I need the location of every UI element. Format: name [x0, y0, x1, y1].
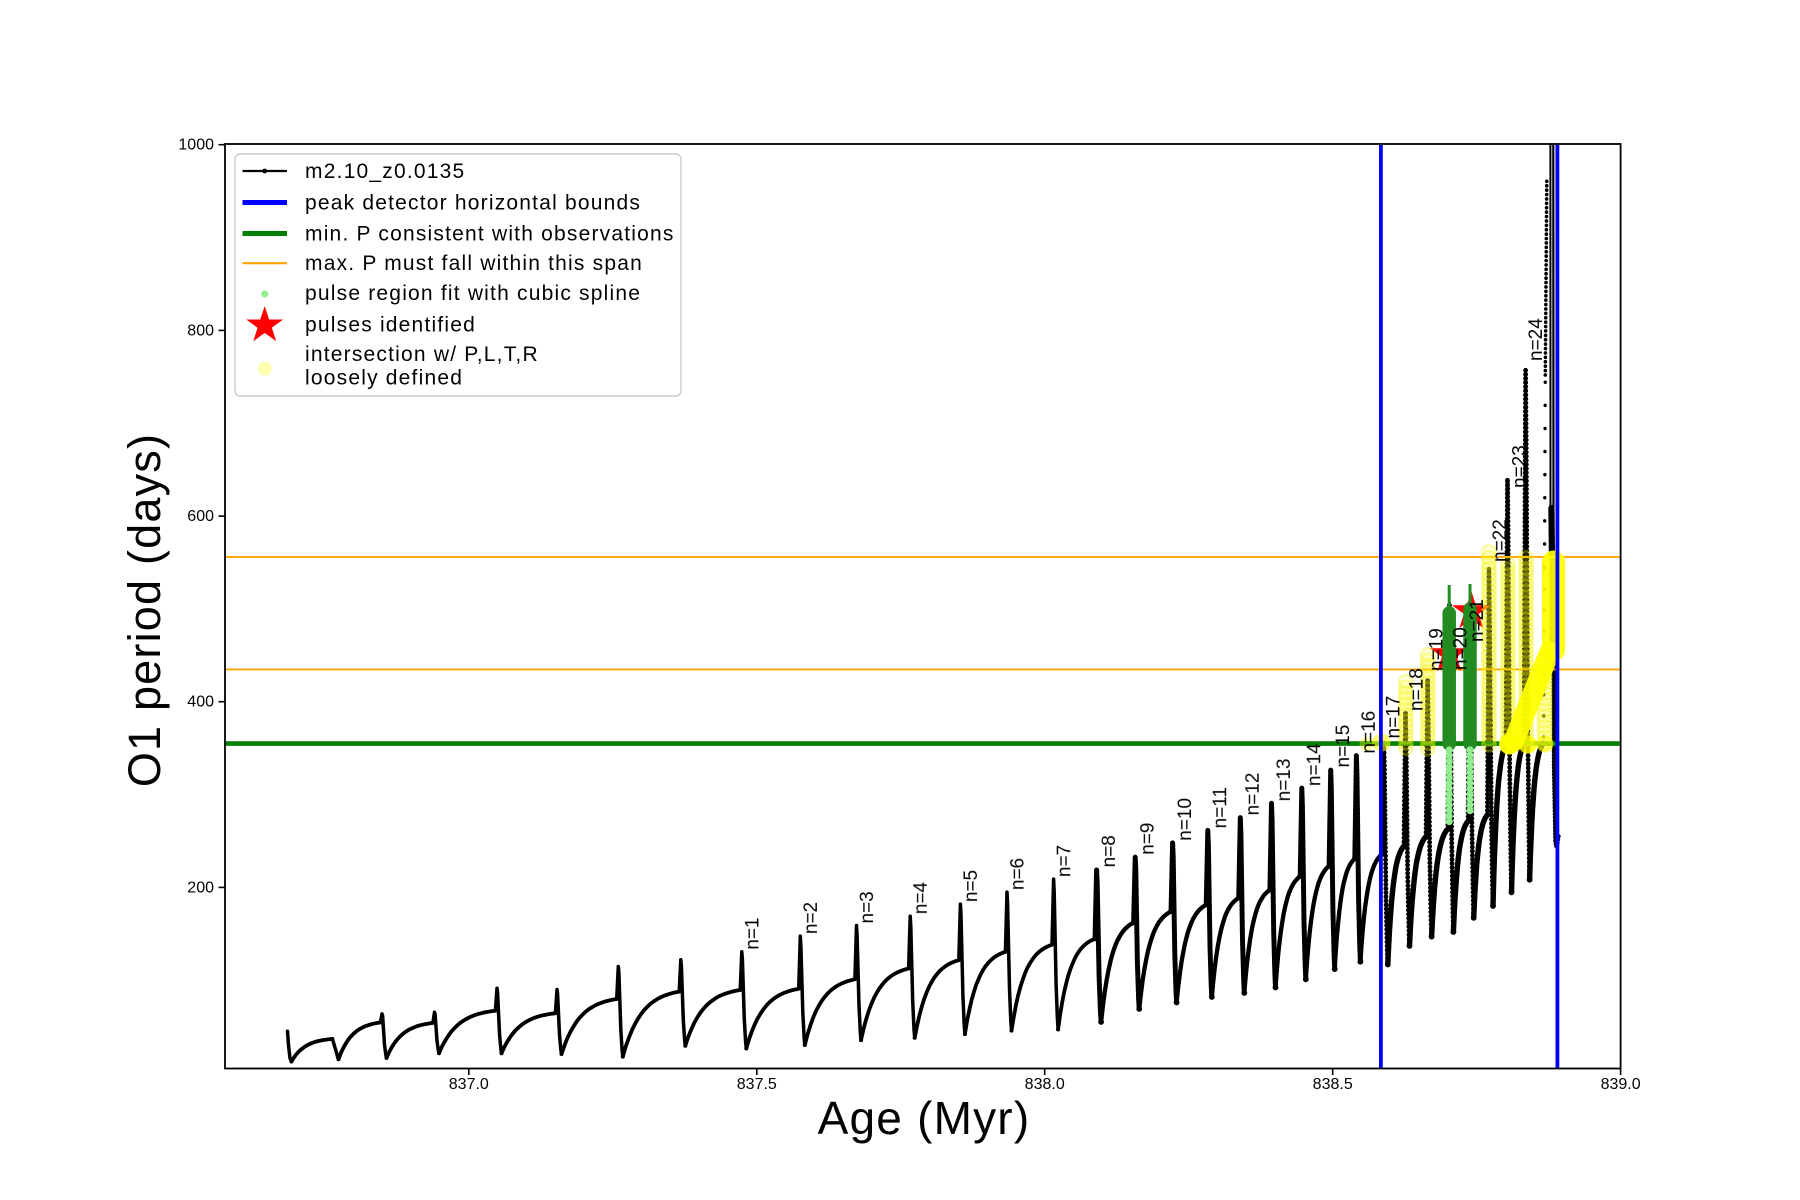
svg-text:838.0: 838.0 — [1025, 1076, 1065, 1093]
svg-text:837.5: 837.5 — [737, 1076, 777, 1093]
svg-text:200: 200 — [187, 879, 214, 896]
svg-text:600: 600 — [187, 508, 214, 525]
svg-text:min. P consistent with observa: min. P consistent with observations — [305, 223, 675, 246]
svg-text:pulses identified: pulses identified — [305, 314, 476, 337]
svg-text:n=1: n=1 — [742, 917, 763, 949]
svg-text:intersection w/ P,L,T,R: intersection w/ P,L,T,R — [305, 343, 539, 366]
svg-text:n=13: n=13 — [1274, 759, 1295, 802]
svg-text:n=10: n=10 — [1175, 798, 1196, 841]
svg-text:n=2: n=2 — [801, 902, 822, 934]
svg-text:m2.10_z0.0135: m2.10_z0.0135 — [305, 160, 465, 183]
svg-text:400: 400 — [187, 694, 214, 711]
svg-text:n=11: n=11 — [1210, 787, 1231, 828]
svg-text:839.0: 839.0 — [1601, 1076, 1641, 1093]
svg-text:n=8: n=8 — [1099, 835, 1120, 867]
svg-text:n=24: n=24 — [1526, 318, 1547, 361]
svg-text:n=9: n=9 — [1138, 823, 1159, 855]
svg-text:peak detector horizontal bound: peak detector horizontal bounds — [305, 192, 641, 215]
svg-text:n=16: n=16 — [1359, 711, 1380, 754]
svg-text:n=14: n=14 — [1304, 743, 1325, 786]
svg-text:n=7: n=7 — [1054, 845, 1075, 877]
svg-text:n=18: n=18 — [1407, 668, 1428, 711]
svg-text:1000: 1000 — [178, 137, 214, 154]
svg-text:n=12: n=12 — [1243, 773, 1264, 816]
svg-text:n=19: n=19 — [1426, 628, 1447, 671]
svg-text:838.5: 838.5 — [1313, 1076, 1353, 1093]
svg-text:n=4: n=4 — [911, 882, 932, 915]
svg-text:n=6: n=6 — [1008, 858, 1029, 890]
svg-text:Age (Myr): Age (Myr) — [818, 1092, 1031, 1144]
svg-text:n=3: n=3 — [857, 891, 878, 923]
svg-text:n=23: n=23 — [1510, 445, 1531, 488]
svg-text:n=5: n=5 — [961, 870, 982, 902]
svg-text:n=20: n=20 — [1450, 627, 1471, 670]
svg-text:837.0: 837.0 — [449, 1076, 489, 1093]
svg-text:O1 period (days): O1 period (days) — [119, 433, 170, 787]
svg-text:n=22: n=22 — [1490, 519, 1511, 562]
svg-text:800: 800 — [187, 322, 214, 339]
svg-text:max. P must fall within this s: max. P must fall within this span — [305, 252, 643, 275]
svg-text:n=17: n=17 — [1383, 696, 1404, 739]
svg-text:loosely defined: loosely defined — [305, 367, 463, 390]
svg-text:n=15: n=15 — [1333, 725, 1354, 768]
svg-text:n=21: n=21 — [1467, 599, 1488, 642]
svg-text:pulse region fit with cubic sp: pulse region fit with cubic spline — [305, 282, 641, 305]
